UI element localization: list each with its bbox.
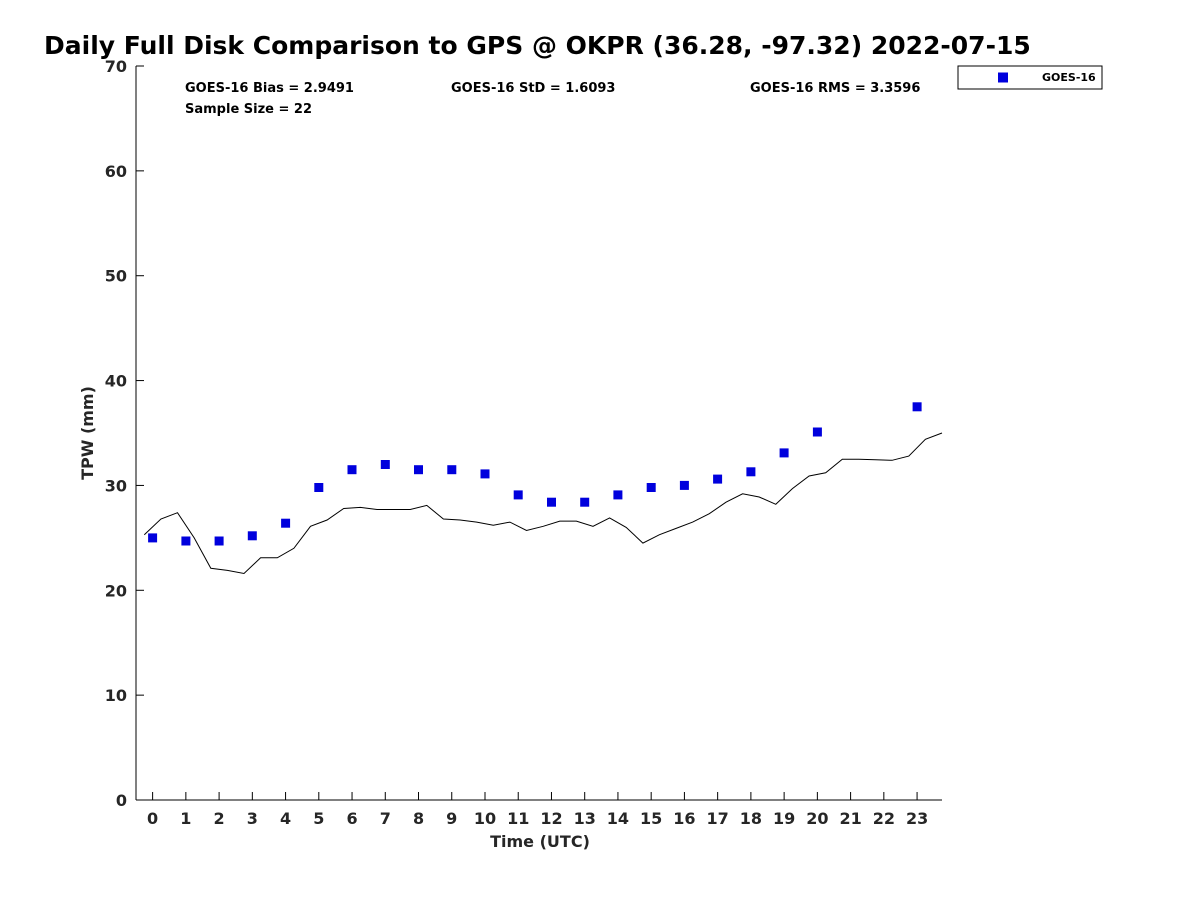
x-tick-label: 8 <box>413 809 424 828</box>
x-tick-label: 7 <box>380 809 391 828</box>
y-axis-label: TPW (mm) <box>78 386 97 480</box>
goes16-point <box>247 531 257 541</box>
x-ticks: 0 1 2 3 4 5 6 7 8 9 10 11 12 13 14 15 16 17 18 19 20 21 22 23 <box>147 792 928 828</box>
x-tick-label: 6 <box>346 809 357 828</box>
y-tick-label: 20 <box>105 581 127 600</box>
x-tick-label: 0 <box>147 809 158 828</box>
x-tick-label: 1 <box>180 809 191 828</box>
x-axis-label: Time (UTC) <box>490 832 590 851</box>
goes16-points <box>148 402 922 546</box>
chart-title: Daily Full Disk Comparison to GPS @ OKPR… <box>44 31 1031 60</box>
x-tick-label: 22 <box>873 809 895 828</box>
x-tick-label: 12 <box>540 809 562 828</box>
y-tick-label: 10 <box>105 686 127 705</box>
x-tick-label: 4 <box>280 809 291 828</box>
sample-size-annotation: Sample Size = 22 <box>185 102 312 117</box>
goes16-point <box>812 427 822 437</box>
x-tick-label: 15 <box>640 809 662 828</box>
legend-label-goes16: GOES-16 <box>1042 71 1096 84</box>
y-tick-label: 50 <box>105 267 127 286</box>
x-tick-label: 23 <box>906 809 928 828</box>
x-tick-label: 5 <box>313 809 324 828</box>
y-tick-label: 60 <box>105 162 127 181</box>
plot-axes <box>135 66 942 801</box>
goes16-point <box>679 480 689 490</box>
x-tick-label: 20 <box>806 809 828 828</box>
x-tick-label: 11 <box>507 809 529 828</box>
x-tick-label: 2 <box>214 809 225 828</box>
x-tick-label: 3 <box>247 809 258 828</box>
x-tick-label: 17 <box>707 809 729 828</box>
goes16-point <box>480 469 490 479</box>
goes16-point <box>746 467 756 477</box>
y-tick-label: 40 <box>105 372 127 391</box>
goes16-point <box>281 518 291 528</box>
std-annotation: GOES-16 StD = 1.6093 <box>451 81 615 96</box>
goes16-point <box>713 474 723 484</box>
goes16-point <box>214 536 224 546</box>
goes16-point <box>181 536 191 546</box>
x-tick-label: 21 <box>839 809 861 828</box>
y-tick-label: 30 <box>105 476 127 495</box>
goes16-point <box>513 490 523 500</box>
y-tick-label: 70 <box>105 57 127 76</box>
goes16-point <box>779 448 789 458</box>
rms-annotation: GOES-16 RMS = 3.3596 <box>750 81 920 96</box>
goes16-point <box>912 402 922 412</box>
x-tick-label: 16 <box>673 809 695 828</box>
y-tick-label: 0 <box>116 791 127 810</box>
legend-box <box>957 65 1103 90</box>
x-tick-label: 14 <box>607 809 629 828</box>
gps-series-line <box>143 432 943 575</box>
x-tick-label: 10 <box>474 809 496 828</box>
bias-annotation: GOES-16 Bias = 2.9491 <box>185 81 354 96</box>
x-tick-label: 18 <box>740 809 762 828</box>
x-tick-label: 9 <box>446 809 457 828</box>
y-ticks: 0 10 20 30 40 50 60 70 <box>105 57 144 810</box>
goes16-point <box>347 465 357 475</box>
goes16-point <box>314 483 324 492</box>
goes16-point <box>148 533 158 543</box>
x-tick-label: 13 <box>574 809 596 828</box>
legend: GOES-16 <box>957 65 1103 90</box>
goes16-point <box>414 465 423 475</box>
goes16-point <box>613 490 623 500</box>
goes16-point <box>646 483 656 492</box>
goes16-point <box>380 460 390 469</box>
goes16-point <box>547 497 556 507</box>
legend-marker-goes16 <box>998 72 1008 83</box>
goes16-point <box>580 497 590 507</box>
goes16-point <box>447 465 457 475</box>
x-tick-label: 19 <box>773 809 795 828</box>
